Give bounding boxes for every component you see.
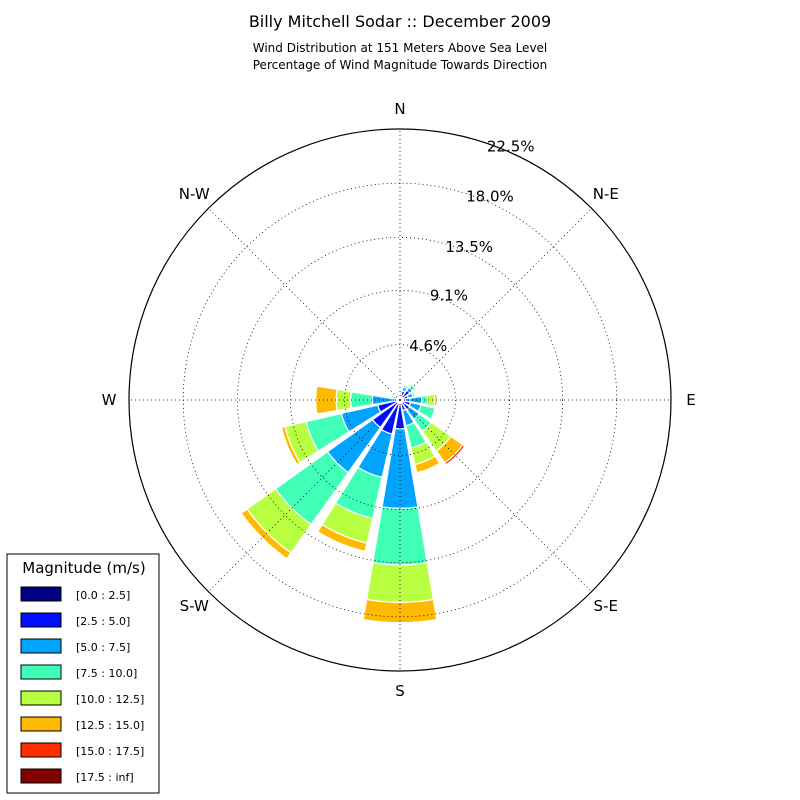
bar-dir202.5-bin6 — [316, 530, 366, 554]
legend-label: [10.0 : 12.5] — [76, 693, 144, 706]
bar-dir247.5-bin5 — [280, 425, 301, 466]
bar-dir157.5-bin6 — [416, 462, 442, 475]
radial-tick-label: 18.0% — [466, 188, 514, 206]
legend-label: [0.0 : 2.5] — [76, 589, 130, 602]
direction-label-w: W — [102, 391, 117, 409]
bar-dir292.5-bin4 — [388, 393, 393, 399]
bar-dir270-bin3 — [350, 391, 374, 409]
grid-circle — [236, 236, 564, 564]
chart-subtitle-1: Wind Distribution at 151 Meters Above Se… — [252, 41, 548, 55]
grid-spoke — [399, 399, 592, 592]
grid-spoke — [399, 208, 592, 401]
direction-label-n-e: N-E — [593, 185, 619, 203]
bar-dir180-bin6 — [362, 619, 438, 625]
bar-dir180-bin5 — [362, 598, 438, 624]
bar-dir67.5-bin5 — [413, 389, 418, 397]
wind-rose-bars — [239, 381, 466, 625]
legend-swatch — [20, 612, 62, 628]
direction-label-s: S — [395, 682, 405, 700]
legend-swatch — [20, 638, 62, 654]
radial-tick-label: 13.5% — [445, 238, 493, 256]
grid-circle — [344, 344, 456, 456]
radial-tick-label: 4.6% — [409, 337, 447, 355]
direction-label-s-w: S-W — [180, 597, 209, 615]
grid-spoke — [208, 208, 401, 401]
bar-dir270-bin5 — [315, 385, 338, 415]
legend-swatch — [20, 664, 62, 680]
legend-swatch — [20, 768, 62, 784]
chart-subtitle-2: Percentage of Wind Magnitude Towards Dir… — [252, 58, 548, 72]
bar-dir90-bin5 — [433, 393, 438, 407]
direction-label-n: N — [394, 100, 405, 118]
legend-label: [12.5 : 15.0] — [76, 719, 144, 732]
radial-tick-label: 9.1% — [430, 287, 468, 305]
radial-tick-label: 22.5% — [487, 138, 535, 156]
bar-dir22.5-bin4 — [402, 382, 410, 388]
polar-grid — [128, 128, 672, 672]
legend-swatch — [20, 716, 62, 732]
legend-swatch — [20, 690, 62, 706]
legend-label: [17.5 : inf] — [76, 771, 134, 784]
legend-swatch — [20, 586, 62, 602]
chart-title: Billy Mitchell Sodar :: December 2009 — [248, 12, 552, 31]
bar-dir225-bin6 — [239, 512, 288, 561]
direction-label-n-w: N-W — [179, 185, 210, 203]
bar-dir135-bin6 — [443, 443, 466, 466]
grid-circle — [128, 128, 672, 672]
legend-label: [2.5 : 5.0] — [76, 615, 130, 628]
legend-title: Magnitude (m/s) — [22, 559, 145, 577]
direction-label-s-e: S-E — [594, 597, 618, 615]
legend: Magnitude (m/s) [0.0 : 2.5] [2.5 : 5.0] [5… — [6, 553, 160, 794]
legend-swatch — [20, 742, 62, 758]
wind-rose-labels: N N-E E S-E S S-W W N-W 4.6% 9.1% 13.5% 18.0% 22.5% — [102, 100, 696, 700]
legend-label: [15.0 : 17.5] — [76, 745, 144, 758]
bar-dir112.5-bin5 — [429, 407, 438, 421]
legend-label: [7.5 : 10.0] — [76, 667, 137, 680]
direction-label-e: E — [686, 391, 695, 409]
legend-label: [5.0 : 7.5] — [76, 641, 130, 654]
